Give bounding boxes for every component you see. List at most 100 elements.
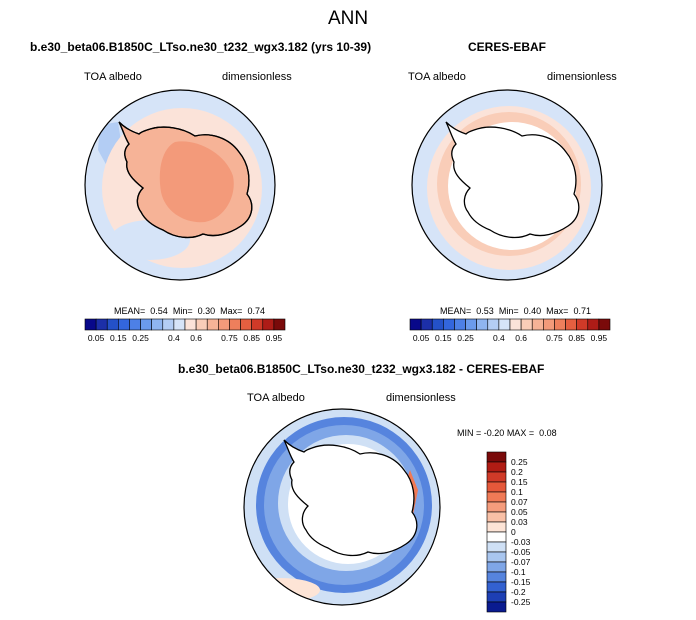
panel2-max-value: 0.71 [573, 306, 591, 316]
panel2-colorbar-tick-label: 0.75 [546, 333, 563, 343]
panel3-colorbar-swatch [486, 481, 507, 493]
panel2-variable: TOA albedo [408, 71, 466, 83]
panel3-min-value: -0.20 [483, 428, 505, 438]
panel1-colorbar-swatch [151, 318, 164, 331]
panel2-map-border [411, 89, 603, 281]
panel1-colorbar-swatch [195, 318, 208, 331]
panel1-colorbar-swatch [206, 318, 219, 331]
panel2-mean-value: 0.53 [476, 306, 494, 316]
panel3-map-border [243, 408, 441, 606]
panel3-colorbar-swatch [486, 531, 507, 543]
panel1-mean-value: 0.54 [150, 306, 168, 316]
panel3-colorbar-swatch [486, 581, 507, 593]
panel3-colorbar-swatch [486, 521, 507, 533]
panel1-max-value: 0.74 [247, 306, 265, 316]
panel2-colorbar-tick-label: 0.4 [493, 333, 505, 343]
panel3-colorbar-swatch [486, 591, 507, 603]
panel1-colorbar-swatch [129, 318, 141, 331]
panel1-colorbar-swatch [106, 318, 119, 331]
panel2-colorbar-swatch [409, 318, 422, 331]
panel3-colorbar-tick-label: 0 [511, 527, 516, 537]
panel2-min-label: Min= [498, 306, 519, 316]
panel3-stats: MIN = -0.20 MAX = 0.08 [457, 428, 557, 438]
panel2-stats: MEAN= 0.53 Min= 0.40 Max= 0.71 [440, 306, 591, 316]
panel2-map [412, 90, 602, 280]
panel2-colorbar-tick-label: 0.05 [413, 333, 430, 343]
panel1-colorbar-tick-label: 0.25 [132, 333, 149, 343]
panel2-colorbar-swatch [454, 318, 466, 331]
panel3-colorbar-swatch [486, 491, 507, 503]
panel3-colorbar: 0.250.20.150.10.070.050.030-0.03-0.05-0.… [486, 451, 531, 613]
panel1-colorbar-swatch [118, 318, 130, 331]
panel2-colorbar-swatch [498, 318, 511, 331]
panel2-colorbar-tick-label: 0.95 [591, 333, 608, 343]
panel2-min-value: 0.40 [523, 306, 542, 316]
panel2-colorbar-swatch [431, 318, 444, 331]
panel2-colorbar-tick-label: 0.6 [515, 333, 527, 343]
panel1-colorbar-tick-label: 0.6 [190, 333, 202, 343]
panel3-colorbar-tick-label: 0.25 [511, 457, 528, 467]
panel2-colorbar-tick-label: 0.15 [435, 333, 452, 343]
panel1-colorbar-swatch [162, 318, 175, 331]
panel2-colorbar-swatch [509, 318, 522, 331]
panel3-colorbar-swatch [486, 511, 507, 523]
panel1-colorbar-swatch [240, 318, 252, 331]
panel1-max-label: Max= [220, 306, 243, 316]
panel1-variable: TOA albedo [84, 71, 142, 83]
panel2-title: CERES-EBAF [468, 40, 547, 54]
panel1-map [85, 90, 275, 280]
panel1-mean-label: MEAN= [114, 306, 146, 316]
panel3-colorbar-tick-label: 0.1 [511, 487, 523, 497]
panel2-colorbar-swatch [520, 318, 533, 331]
panel3-colorbar-swatch [486, 541, 507, 553]
panel1-colorbar-tick-label: 0.15 [110, 333, 127, 343]
panel1-colorbar-swatch [229, 318, 241, 331]
panel3-variable: TOA albedo [247, 392, 305, 404]
panel1-colorbar-tick-label: 0.95 [266, 333, 283, 343]
panel1-colorbar-swatch [273, 318, 286, 331]
panel3-colorbar-tick-label: -0.25 [511, 597, 531, 607]
panel2-colorbar-swatch [487, 318, 500, 331]
panel3-colorbar-tick-label: 0.03 [511, 517, 528, 527]
panel1-colorbar-swatch [84, 318, 97, 331]
panel3-colorbar-tick-label: 0.2 [511, 467, 523, 477]
panel1-colorbar-swatch [95, 318, 108, 331]
panel1-colorbar-swatch [173, 318, 186, 331]
panel2-mean-label: MEAN= [440, 306, 472, 316]
panel1-colorbar-swatch [140, 318, 152, 331]
panel2-units: dimensionless [547, 71, 617, 83]
panel2-colorbar-swatch [576, 318, 589, 331]
panel1-colorbar-tick-label: 0.4 [168, 333, 180, 343]
panel3-colorbar-tick-label: -0.2 [511, 587, 526, 597]
panel1-title: b.e30_beta06.B1850C_LTso.ne30_t232_wgx3.… [30, 40, 372, 54]
panel1-map-border [84, 89, 276, 281]
panel2-colorbar-swatch [554, 318, 566, 331]
panel2-colorbar-swatch [531, 318, 544, 331]
panel3-units: dimensionless [386, 392, 456, 404]
panel1-colorbar-swatch [251, 318, 264, 331]
panel2-colorbar-swatch [587, 318, 600, 331]
panel3-colorbar-swatch [486, 501, 507, 513]
panel3-title: b.e30_beta06.B1850C_LTso.ne30_t232_wgx3.… [178, 362, 545, 376]
panel1-colorbar-tick-label: 0.75 [221, 333, 238, 343]
panel1-min-label: Min= [172, 306, 193, 316]
panel1-colorbar-swatch [262, 318, 275, 331]
panel3-colorbar-tick-label: -0.1 [511, 567, 526, 577]
panel3-colorbar-tick-label: 0.15 [511, 477, 528, 487]
panel3-colorbar-tick-label: -0.15 [511, 577, 531, 587]
panel1-units: dimensionless [222, 71, 292, 83]
panel2-colorbar: 0.05 0.15 0.25 0.4 0.6 0.75 0.85 0.95 [409, 318, 611, 343]
panel1-colorbar-tick-label: 0.85 [243, 333, 260, 343]
panel3-colorbar-swatch [486, 451, 507, 463]
panel2-colorbar-swatch [443, 318, 455, 331]
panel3-colorbar-swatch [486, 601, 507, 613]
figure-title: ANN [327, 8, 369, 29]
panel2-colorbar-swatch [476, 318, 489, 331]
panel2-colorbar-swatch [543, 318, 555, 331]
panel3-colorbar-tick-label: -0.05 [511, 547, 531, 557]
panel3-colorbar-swatch [486, 461, 507, 473]
panel2-colorbar-swatch [598, 318, 611, 331]
panel1-colorbar: 0.05 0.15 0.25 0.4 0.6 0.75 0.85 0.95 [84, 318, 286, 343]
panel2-colorbar-tick-label: 0.25 [457, 333, 474, 343]
